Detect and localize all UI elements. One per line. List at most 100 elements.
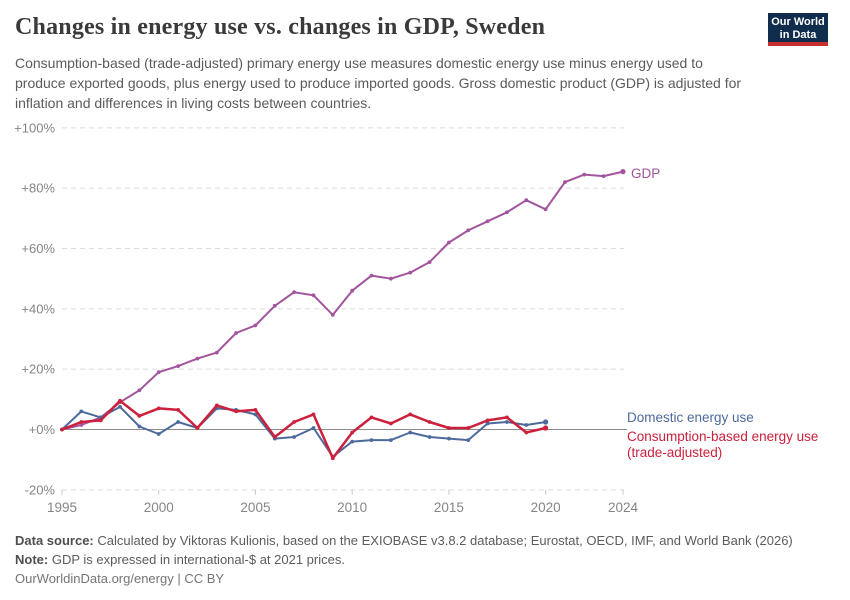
data-point-consumption-based-energy-use-trade-adjusted[interactable] bbox=[214, 403, 219, 408]
y-axis-tick-label: +40% bbox=[21, 301, 55, 316]
data-point-domestic-energy-use[interactable] bbox=[389, 438, 393, 442]
data-point-gdp[interactable] bbox=[447, 240, 451, 245]
data-point-domestic-energy-use[interactable] bbox=[485, 421, 490, 426]
data-point-gdp[interactable] bbox=[601, 174, 606, 179]
citation-divider: | bbox=[173, 571, 185, 586]
data-point-domestic-energy-use[interactable] bbox=[118, 405, 122, 409]
data-point-gdp[interactable] bbox=[524, 198, 529, 203]
owid-url-link[interactable]: OurWorldinData.org/energy bbox=[15, 571, 174, 586]
data-point-domestic-energy-use[interactable] bbox=[156, 432, 161, 436]
note-text: GDP is expressed in international-$ at 2… bbox=[48, 552, 345, 567]
data-point-gdp[interactable] bbox=[234, 331, 239, 335]
data-point-gdp[interactable] bbox=[427, 260, 432, 264]
data-point-domestic-energy-use[interactable] bbox=[176, 420, 181, 424]
data-point-gdp[interactable] bbox=[350, 288, 355, 293]
data-point-gdp[interactable] bbox=[505, 210, 509, 215]
data-point-consumption-based-energy-use-trade-adjusted[interactable] bbox=[98, 418, 103, 423]
data-point-gdp[interactable] bbox=[330, 313, 335, 317]
data-point-domestic-energy-use[interactable] bbox=[137, 424, 142, 429]
data-point-gdp[interactable] bbox=[195, 356, 200, 361]
x-axis-tick-label: 2020 bbox=[531, 500, 561, 515]
citation-line: OurWorldinData.org/energy | CC BY bbox=[15, 569, 793, 588]
data-point-domestic-energy-use[interactable] bbox=[427, 435, 432, 439]
series-label-gdp[interactable]: GDP bbox=[631, 166, 661, 181]
data-point-consumption-based-energy-use-trade-adjusted[interactable] bbox=[350, 430, 355, 435]
data-point-consumption-based-energy-use-trade-adjusted[interactable] bbox=[156, 406, 161, 411]
data-point-consumption-based-energy-use-trade-adjusted[interactable] bbox=[330, 456, 335, 461]
data-point-gdp[interactable] bbox=[620, 169, 626, 175]
data-point-consumption-based-energy-use-trade-adjusted[interactable] bbox=[60, 427, 64, 432]
data-point-domestic-energy-use[interactable] bbox=[447, 436, 451, 441]
y-axis-tick-label: -20% bbox=[25, 482, 56, 497]
data-point-gdp[interactable] bbox=[79, 423, 84, 427]
data-point-domestic-energy-use[interactable] bbox=[408, 430, 413, 435]
data-point-domestic-energy-use[interactable] bbox=[311, 426, 316, 430]
data-point-consumption-based-energy-use-trade-adjusted[interactable] bbox=[195, 426, 200, 430]
data-point-gdp[interactable] bbox=[176, 364, 181, 368]
data-point-consumption-based-energy-use-trade-adjusted[interactable] bbox=[466, 426, 471, 430]
x-axis-tick-label: 1995 bbox=[47, 500, 77, 515]
data-point-gdp[interactable] bbox=[543, 207, 548, 212]
x-axis-tick-label: 2010 bbox=[337, 500, 367, 515]
license-label: CC BY bbox=[184, 571, 225, 586]
data-point-gdp[interactable] bbox=[292, 290, 296, 295]
data-point-consumption-based-energy-use-trade-adjusted[interactable] bbox=[176, 408, 181, 412]
y-axis-tick-label: +100% bbox=[14, 120, 55, 135]
data-point-domestic-energy-use[interactable] bbox=[369, 438, 374, 442]
data-point-consumption-based-energy-use-trade-adjusted[interactable] bbox=[543, 425, 549, 431]
data-point-gdp[interactable] bbox=[563, 180, 567, 185]
data-point-consumption-based-energy-use-trade-adjusted[interactable] bbox=[369, 415, 374, 420]
series-line-consumption-based-energy-use-trade-adjusted[interactable] bbox=[60, 399, 547, 460]
data-point-gdp[interactable] bbox=[156, 370, 161, 375]
series-line-gdp[interactable] bbox=[61, 170, 624, 431]
data-point-domestic-energy-use[interactable] bbox=[253, 412, 258, 417]
data-point-domestic-energy-use[interactable] bbox=[79, 409, 84, 414]
data-point-gdp[interactable] bbox=[137, 388, 142, 393]
data-point-domestic-energy-use[interactable] bbox=[466, 438, 471, 442]
data-point-gdp[interactable] bbox=[253, 323, 258, 328]
data-point-gdp[interactable] bbox=[485, 219, 490, 224]
data-point-consumption-based-energy-use-trade-adjusted[interactable] bbox=[408, 412, 413, 417]
data-point-consumption-based-energy-use-trade-adjusted[interactable] bbox=[505, 415, 509, 420]
series-label-domestic-energy-use[interactable]: Domestic energy use bbox=[627, 410, 754, 425]
data-point-consumption-based-energy-use-trade-adjusted[interactable] bbox=[253, 408, 258, 412]
chart-subtitle: Consumption-based (trade-adjusted) prima… bbox=[15, 55, 742, 111]
data-point-domestic-energy-use[interactable] bbox=[292, 435, 296, 439]
data-point-consumption-based-energy-use-trade-adjusted[interactable] bbox=[272, 435, 277, 439]
data-point-consumption-based-energy-use-trade-adjusted[interactable] bbox=[137, 414, 142, 418]
x-axis-tick-label: 2015 bbox=[434, 500, 464, 515]
data-point-gdp[interactable] bbox=[311, 293, 316, 298]
owid-logo[interactable]: Our World in Data bbox=[768, 13, 828, 46]
owid-logo-line1: Our World bbox=[771, 16, 825, 28]
data-point-consumption-based-energy-use-trade-adjusted[interactable] bbox=[292, 420, 296, 424]
series-line-domestic-energy-use[interactable] bbox=[61, 405, 547, 458]
data-point-consumption-based-energy-use-trade-adjusted[interactable] bbox=[447, 426, 451, 430]
data-point-domestic-energy-use[interactable] bbox=[350, 439, 355, 444]
data-point-consumption-based-energy-use-trade-adjusted[interactable] bbox=[524, 430, 529, 435]
data-source-label: Data source: bbox=[15, 533, 94, 548]
data-point-domestic-energy-use[interactable] bbox=[543, 419, 549, 425]
data-point-domestic-energy-use[interactable] bbox=[524, 423, 529, 427]
data-point-gdp[interactable] bbox=[272, 303, 277, 308]
data-point-consumption-based-energy-use-trade-adjusted[interactable] bbox=[234, 409, 239, 414]
data-point-gdp[interactable] bbox=[389, 276, 393, 281]
y-axis-tick-label: +80% bbox=[21, 181, 55, 196]
data-point-consumption-based-energy-use-trade-adjusted[interactable] bbox=[389, 421, 393, 426]
data-point-gdp[interactable] bbox=[466, 228, 471, 233]
data-point-consumption-based-energy-use-trade-adjusted[interactable] bbox=[79, 420, 84, 424]
y-axis-tick-label: +20% bbox=[21, 362, 55, 377]
data-point-consumption-based-energy-use-trade-adjusted[interactable] bbox=[118, 398, 122, 403]
data-point-consumption-based-energy-use-trade-adjusted[interactable] bbox=[427, 420, 432, 424]
data-point-consumption-based-energy-use-trade-adjusted[interactable] bbox=[311, 412, 316, 417]
data-point-gdp[interactable] bbox=[408, 270, 413, 275]
chart-footer: Data source: Calculated by Viktoras Kuli… bbox=[15, 531, 793, 588]
data-point-gdp[interactable] bbox=[582, 172, 587, 177]
data-point-gdp[interactable] bbox=[369, 273, 374, 278]
data-point-consumption-based-energy-use-trade-adjusted[interactable] bbox=[485, 418, 490, 423]
data-point-domestic-energy-use[interactable] bbox=[505, 420, 509, 424]
data-source-text: Calculated by Viktoras Kulionis, based o… bbox=[93, 533, 793, 548]
data-point-gdp[interactable] bbox=[214, 350, 219, 355]
x-axis-tick-label: 2005 bbox=[240, 500, 270, 515]
series-label-consumption-based-energy-use[interactable]: Consumption-based energy use (trade-adju… bbox=[627, 429, 819, 460]
